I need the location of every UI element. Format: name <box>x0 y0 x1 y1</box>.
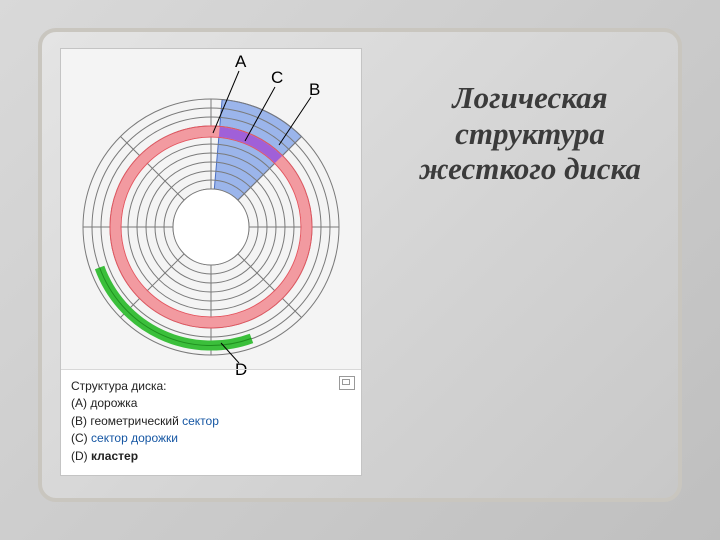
link-sector[interactable]: сектор <box>182 414 219 428</box>
disk-svg: A C B D <box>61 49 361 379</box>
cluster-d <box>100 268 252 346</box>
label-b: B <box>309 80 320 99</box>
disk-figure: A C B D Структура диска: (A) дорожка (B)… <box>60 48 362 476</box>
slide: A C B D Структура диска: (A) дорожка (B)… <box>0 0 720 540</box>
caption-row-d: (D) кластер <box>71 449 138 463</box>
hub <box>173 189 249 265</box>
disk-diagram: A C B D <box>61 49 361 369</box>
caption-row-a: (A) дорожка <box>71 396 137 410</box>
figure-caption: Структура диска: (A) дорожка (B) геометр… <box>61 369 361 475</box>
caption-row-b: (B) геометрический сектор <box>71 414 219 428</box>
slide-title: Логическая структура жесткого диска <box>400 80 660 187</box>
link-track-sector[interactable]: сектор дорожки <box>91 431 178 445</box>
label-c: C <box>271 68 283 87</box>
label-a: A <box>235 52 247 71</box>
caption-row-c: (C) сектор дорожки <box>71 431 178 445</box>
caption-heading: Структура диска: <box>71 379 167 393</box>
enlarge-icon[interactable] <box>339 376 355 390</box>
